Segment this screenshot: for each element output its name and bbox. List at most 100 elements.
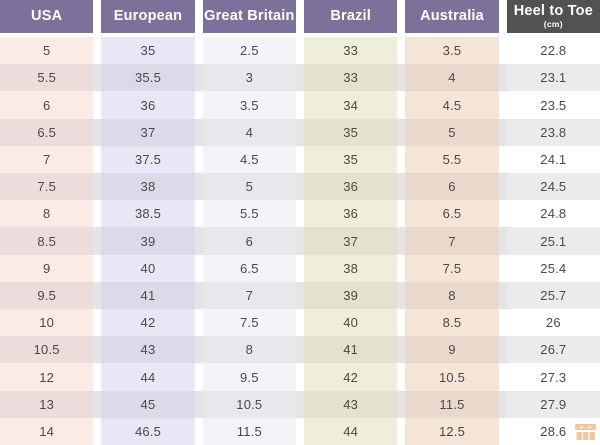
cell-usa: 5 (0, 37, 94, 65)
cell-heel-to-toe: 25.1 (506, 227, 600, 255)
cell-great-britain: 7.5 (202, 309, 296, 337)
table-row: 9.5 41 7 39 8 25.7 (0, 281, 600, 310)
table-row: 5.5 35.5 3 33 4 23.1 (0, 64, 600, 92)
cell-australia: 12.5 (405, 417, 499, 445)
cell-heel-to-toe: 27.9 (506, 390, 600, 418)
cell-usa: 6 (0, 91, 94, 119)
cell-great-britain: 8 (202, 336, 296, 364)
column-header-label: USA (31, 7, 63, 24)
cell-usa: 7 (0, 145, 94, 174)
cell-great-britain: 11.5 (202, 417, 296, 445)
cell-australia: 11.5 (405, 390, 499, 418)
table-row: 10.5 43 8 41 9 26.7 (0, 336, 600, 364)
cell-great-britain: 5 (202, 173, 296, 201)
cell-usa: 7.5 (0, 173, 94, 201)
cell-great-britain: 6.5 (202, 254, 296, 282)
cell-australia: 6.5 (405, 200, 499, 228)
cell-european: 44 (101, 363, 195, 391)
cell-usa: 10.5 (0, 336, 94, 364)
table-row: 14 46.5 11.5 44 12.5 28.6 (0, 417, 600, 445)
cell-australia: 5 (405, 118, 499, 146)
cell-australia: 8.5 (405, 309, 499, 337)
column-header-label: European (113, 7, 183, 24)
table-row: 12 44 9.5 42 10.5 27.3 (0, 363, 600, 391)
table-row: 6 36 3.5 34 4.5 23.5 (0, 91, 600, 119)
cell-european: 38 (101, 173, 195, 201)
cell-european: 45 (101, 390, 195, 418)
table-row: 5 35 2.5 33 3.5 22.8 (0, 37, 600, 65)
cell-australia: 4 (405, 64, 499, 92)
cell-heel-to-toe: 25.4 (506, 254, 600, 282)
cell-european: 35.5 (101, 64, 195, 92)
column-header-great-britain: Great Britain (202, 0, 296, 33)
cell-brazil: 36 (304, 173, 398, 201)
cell-australia: 4.5 (405, 91, 499, 119)
cell-heel-to-toe: 23.5 (506, 91, 600, 119)
cell-european: 36 (101, 91, 195, 119)
cell-european: 37 (101, 118, 195, 146)
column-header-heel-to-toe: Heel to Toe (cm) (506, 0, 600, 33)
cell-usa: 8 (0, 200, 94, 228)
cell-brazil: 42 (304, 363, 398, 391)
cell-heel-to-toe: 28.6 (506, 417, 600, 445)
cell-heel-to-toe: 27.3 (506, 363, 600, 391)
cell-great-britain: 2.5 (202, 37, 296, 65)
cell-australia: 5.5 (405, 145, 499, 174)
cell-brazil: 40 (304, 309, 398, 337)
cell-usa: 9 (0, 254, 94, 282)
cell-heel-to-toe: 24.1 (506, 145, 600, 174)
cell-european: 35 (101, 37, 195, 65)
cell-heel-to-toe: 25.7 (506, 281, 600, 310)
cell-heel-to-toe: 24.5 (506, 173, 600, 201)
table-body: 5 35 2.5 33 3.5 22.8 5.5 35.5 3 33 4 23.1 6 36 3.5 34 4.… (0, 37, 600, 445)
cell-great-britain: 6 (202, 227, 296, 255)
cell-brazil: 41 (304, 336, 398, 364)
cell-heel-to-toe: 24.8 (506, 200, 600, 228)
column-header-european: European (101, 0, 195, 33)
cell-usa: 6.5 (0, 118, 94, 146)
cell-european: 41 (101, 281, 195, 310)
cell-brazil: 33 (304, 64, 398, 92)
cell-usa: 9.5 (0, 281, 94, 310)
brand-logo-icon (575, 424, 596, 440)
cell-brazil: 39 (304, 281, 398, 310)
cell-brazil: 35 (304, 145, 398, 174)
table-row: 9 40 6.5 38 7.5 25.4 (0, 254, 600, 282)
cell-australia: 10.5 (405, 363, 499, 391)
cell-european: 42 (101, 309, 195, 337)
cell-brazil: 36 (304, 200, 398, 228)
cell-usa: 5.5 (0, 64, 94, 92)
table-row: 13 45 10.5 43 11.5 27.9 (0, 390, 600, 418)
cell-great-britain: 4 (202, 118, 296, 146)
table-header-row: USA European Great Britain Brazil Australia H… (0, 0, 600, 33)
column-header-label: Brazil (330, 7, 371, 24)
column-header-sublabel: (cm) (543, 18, 563, 29)
cell-brazil: 43 (304, 390, 398, 418)
cell-european: 43 (101, 336, 195, 364)
table-row: 10 42 7.5 40 8.5 26 (0, 309, 600, 337)
cell-great-britain: 4.5 (202, 145, 296, 174)
cell-brazil: 37 (304, 227, 398, 255)
cell-usa: 10 (0, 309, 94, 337)
cell-european: 39 (101, 227, 195, 255)
cell-brazil: 33 (304, 37, 398, 65)
cell-australia: 7.5 (405, 254, 499, 282)
cell-australia: 7 (405, 227, 499, 255)
cell-european: 37.5 (101, 145, 195, 174)
cell-australia: 6 (405, 173, 499, 201)
cell-heel-to-toe: 26 (506, 309, 600, 337)
cell-european: 46.5 (101, 417, 195, 445)
cell-brazil: 44 (304, 417, 398, 445)
table-row: 6.5 37 4 35 5 23.8 (0, 118, 600, 146)
column-header-usa: USA (0, 0, 94, 33)
cell-heel-to-toe: 22.8 (506, 37, 600, 65)
table-row: 7.5 38 5 36 6 24.5 (0, 173, 600, 201)
cell-usa: 12 (0, 363, 94, 391)
cell-heel-to-toe: 26.7 (506, 336, 600, 364)
cell-great-britain: 7 (202, 281, 296, 310)
table-row: 8 38.5 5.5 36 6.5 24.8 (0, 200, 600, 228)
cell-usa: 8.5 (0, 227, 94, 255)
table-row: 7 37.5 4.5 35 5.5 24.1 (0, 145, 600, 174)
column-header-label: Heel to Toe (513, 3, 593, 20)
